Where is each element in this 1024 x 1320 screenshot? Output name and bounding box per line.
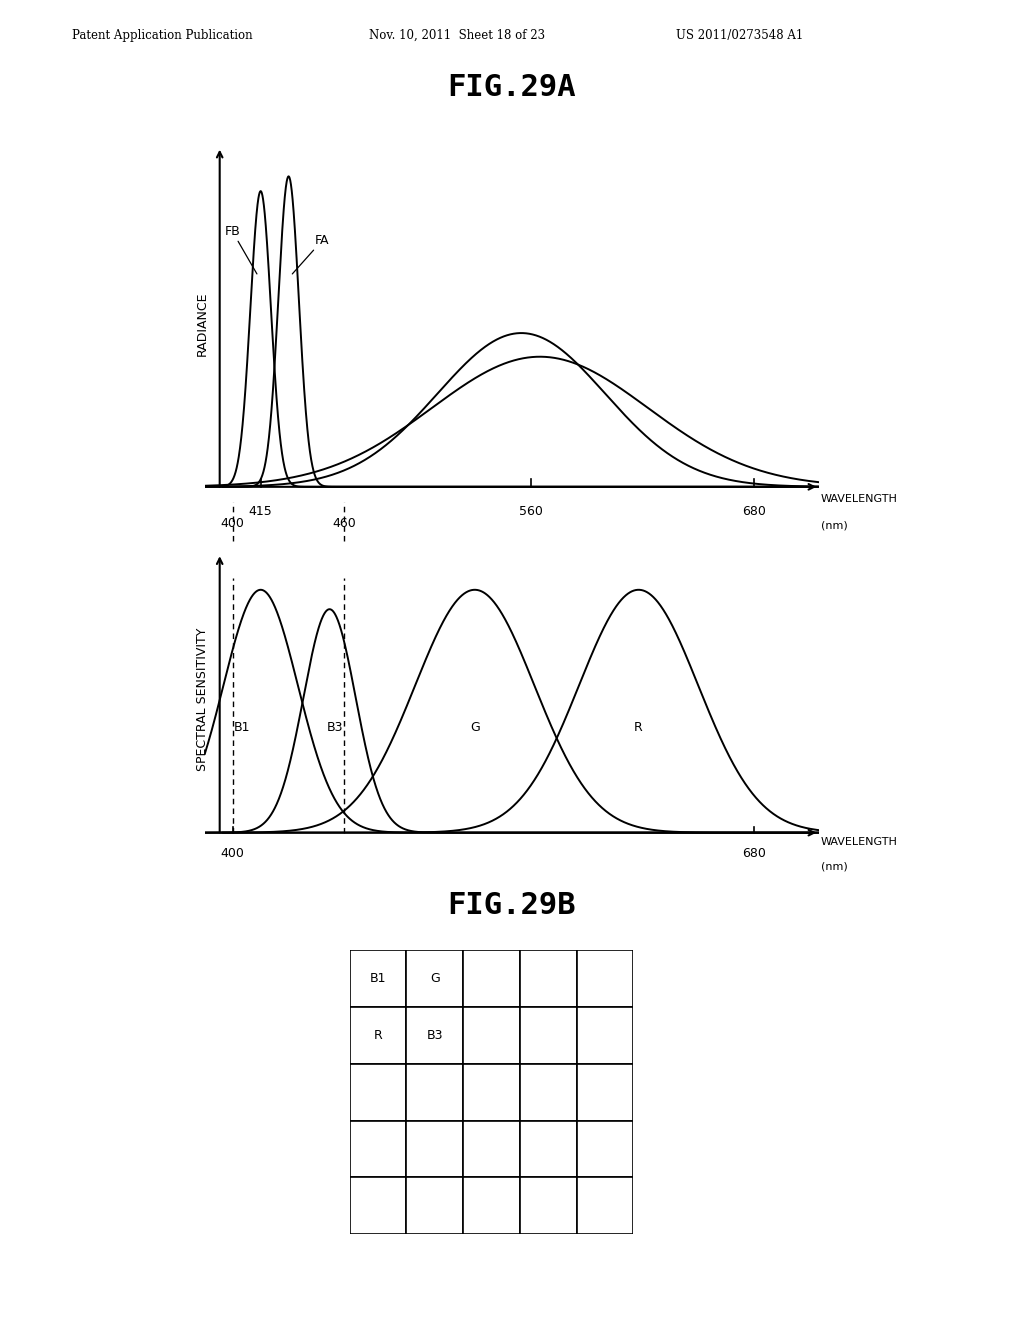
Bar: [349, 950, 407, 1007]
Text: WAVELENGTH: WAVELENGTH: [821, 494, 898, 504]
Text: B3: B3: [427, 1030, 443, 1041]
Text: FB: FB: [225, 226, 257, 275]
Bar: [349, 1177, 407, 1234]
Text: G: G: [470, 721, 479, 734]
Bar: [463, 1177, 520, 1234]
Bar: [463, 1064, 520, 1121]
Bar: [407, 1007, 463, 1064]
Bar: [349, 1121, 407, 1177]
Bar: [577, 1064, 634, 1121]
Text: 415: 415: [249, 504, 272, 517]
Text: 560: 560: [519, 504, 543, 517]
Bar: [577, 1177, 634, 1234]
Bar: [577, 1007, 634, 1064]
Text: US 2011/0273548 A1: US 2011/0273548 A1: [676, 29, 803, 42]
Bar: [520, 950, 577, 1007]
Bar: [520, 1177, 577, 1234]
Text: 680: 680: [742, 847, 766, 861]
Text: SPECTRAL SENSITIVITY: SPECTRAL SENSITIVITY: [196, 627, 209, 771]
Text: B3: B3: [327, 721, 343, 734]
Text: G: G: [430, 973, 439, 985]
Text: 400: 400: [221, 847, 245, 861]
Bar: [520, 1121, 577, 1177]
Text: (nm): (nm): [821, 520, 848, 531]
Bar: [520, 1007, 577, 1064]
Bar: [577, 950, 634, 1007]
Bar: [349, 1064, 407, 1121]
Text: FA: FA: [292, 235, 329, 275]
Bar: [577, 1121, 634, 1177]
Bar: [349, 1007, 407, 1064]
Bar: [463, 950, 520, 1007]
Text: FIG.29A: FIG.29A: [447, 73, 577, 102]
Text: WAVELENGTH: WAVELENGTH: [821, 837, 898, 847]
Text: B1: B1: [370, 973, 386, 985]
Bar: [407, 1121, 463, 1177]
Text: R: R: [374, 1030, 382, 1041]
Text: B1: B1: [233, 721, 250, 734]
Bar: [407, 1177, 463, 1234]
Bar: [520, 1064, 577, 1121]
Text: FIG.29B: FIG.29B: [447, 891, 577, 920]
Text: R: R: [634, 721, 643, 734]
Bar: [463, 1121, 520, 1177]
Text: 460: 460: [333, 517, 356, 531]
Bar: [463, 1007, 520, 1064]
Bar: [407, 1064, 463, 1121]
Text: RADIANCE: RADIANCE: [196, 292, 209, 356]
Text: (nm): (nm): [821, 862, 848, 871]
Text: 680: 680: [742, 504, 766, 517]
Bar: [407, 950, 463, 1007]
Text: Nov. 10, 2011  Sheet 18 of 23: Nov. 10, 2011 Sheet 18 of 23: [369, 29, 545, 42]
Text: Patent Application Publication: Patent Application Publication: [72, 29, 252, 42]
Text: 400: 400: [221, 517, 245, 531]
